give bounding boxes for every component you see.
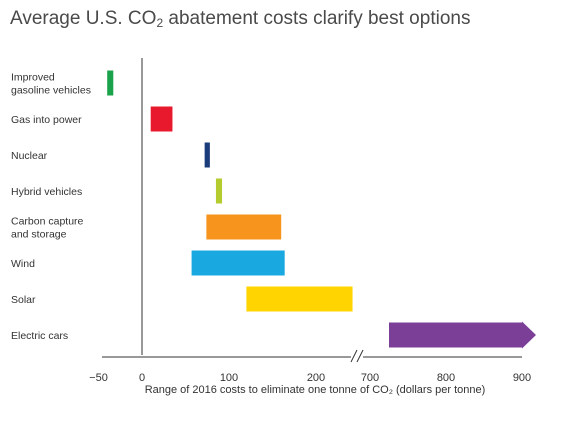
category-label-improved-gasoline-vehicles: Improved gasoline vehicles bbox=[11, 72, 91, 97]
category-label-nuclear: Nuclear bbox=[11, 150, 48, 162]
gas-into-power-bar bbox=[150, 106, 173, 132]
title-text-after: abatement costs clarify best options bbox=[163, 8, 471, 29]
x-tick-label: 900 bbox=[513, 372, 531, 384]
x-tick-label: 0 bbox=[139, 372, 145, 384]
x-tick-label: 700 bbox=[361, 372, 379, 384]
wind-bar bbox=[191, 250, 285, 276]
category-label-solar: Solar bbox=[11, 294, 36, 306]
hybrid-vehicles-bar bbox=[215, 178, 223, 204]
nuclear-bar bbox=[204, 142, 210, 168]
axis-break-mark-left bbox=[350, 349, 358, 363]
x-axis: −50 0 100 200 700 800 900 bbox=[89, 349, 531, 384]
x-tick-label: 100 bbox=[220, 372, 238, 384]
category-label-gas-into-power: Gas into power bbox=[11, 114, 82, 126]
bars-group bbox=[107, 70, 536, 349]
chart-title: Average U.S. CO2 abatement costs clarify… bbox=[10, 8, 470, 30]
solar-bar bbox=[246, 286, 353, 312]
category-label-electric-cars: Electric cars bbox=[11, 330, 68, 342]
category-label-carbon-capture-and-storage: Carbon capture and storage bbox=[11, 216, 84, 241]
x-tick-label: 200 bbox=[307, 372, 325, 384]
electric-cars-bar bbox=[389, 321, 536, 349]
x-tick-label: 800 bbox=[437, 372, 455, 384]
title-subscript: 2 bbox=[156, 16, 164, 30]
category-label-wind: Wind bbox=[11, 258, 35, 270]
carbon-capture-and-storage-bar bbox=[206, 214, 282, 240]
x-tick-label: −50 bbox=[89, 372, 108, 384]
category-labels: Improved gasoline vehicles Gas into power N… bbox=[11, 72, 91, 343]
improved-gasoline-vehicles-bar bbox=[107, 70, 114, 96]
category-label-hybrid-vehicles: Hybrid vehicles bbox=[11, 186, 82, 198]
x-axis-label: Range of 2016 costs to eliminate one ton… bbox=[145, 384, 486, 396]
axis-break-mark-right bbox=[356, 349, 364, 363]
title-text-before: Average U.S. CO bbox=[10, 8, 157, 29]
